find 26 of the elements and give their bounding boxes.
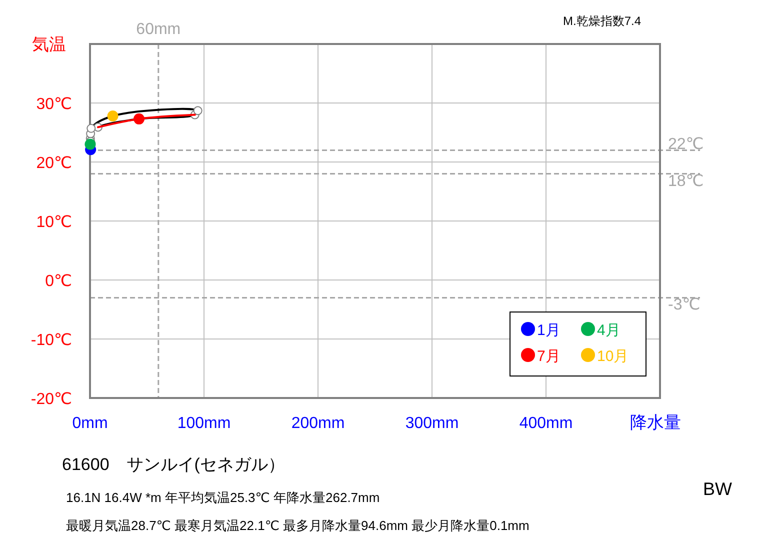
ref-line-label: 18℃	[668, 172, 704, 190]
text: BW	[703, 479, 732, 499]
y-tick-label: 0℃	[45, 273, 72, 290]
text: M.乾燥指数7.4	[563, 14, 642, 28]
text: 最暖月気温28.7℃ 最寒月気温22.1℃ 最多月降水量94.6mm 最少月降水量0.1mm	[66, 518, 530, 533]
ref-line-label: 22℃	[668, 136, 704, 154]
x-tick-label: 100mm	[177, 415, 231, 432]
y-tick-label: 10℃	[36, 214, 72, 231]
ref-line-label: -3℃	[668, 296, 700, 314]
y-tick-label: 20℃	[36, 155, 72, 172]
y-axis-title: 気温	[32, 35, 66, 54]
x-tick-label: 200mm	[291, 415, 345, 432]
legend-label: 10月	[597, 348, 629, 365]
x-tick-label: 0mm	[72, 415, 108, 432]
y-tick-label: -20℃	[30, 391, 72, 408]
x-tick-label: 400mm	[519, 415, 573, 432]
legend-label: 1月	[537, 322, 560, 339]
x-axis-title: 降水量	[630, 413, 681, 432]
y-tick-label: 30℃	[36, 96, 72, 113]
ref-line-label: 60mm	[136, 21, 181, 38]
x-tick-label: 300mm	[405, 415, 459, 432]
y-tick-label: -10℃	[30, 332, 72, 349]
text: 16.1N 16.4W *m 年平均気温25.3℃ 年降水量262.7mm	[66, 490, 380, 505]
legend-label: 4月	[597, 322, 620, 339]
legend-label: 7月	[537, 348, 560, 365]
text: 61600 サンルイ(セネガル）	[62, 455, 285, 474]
